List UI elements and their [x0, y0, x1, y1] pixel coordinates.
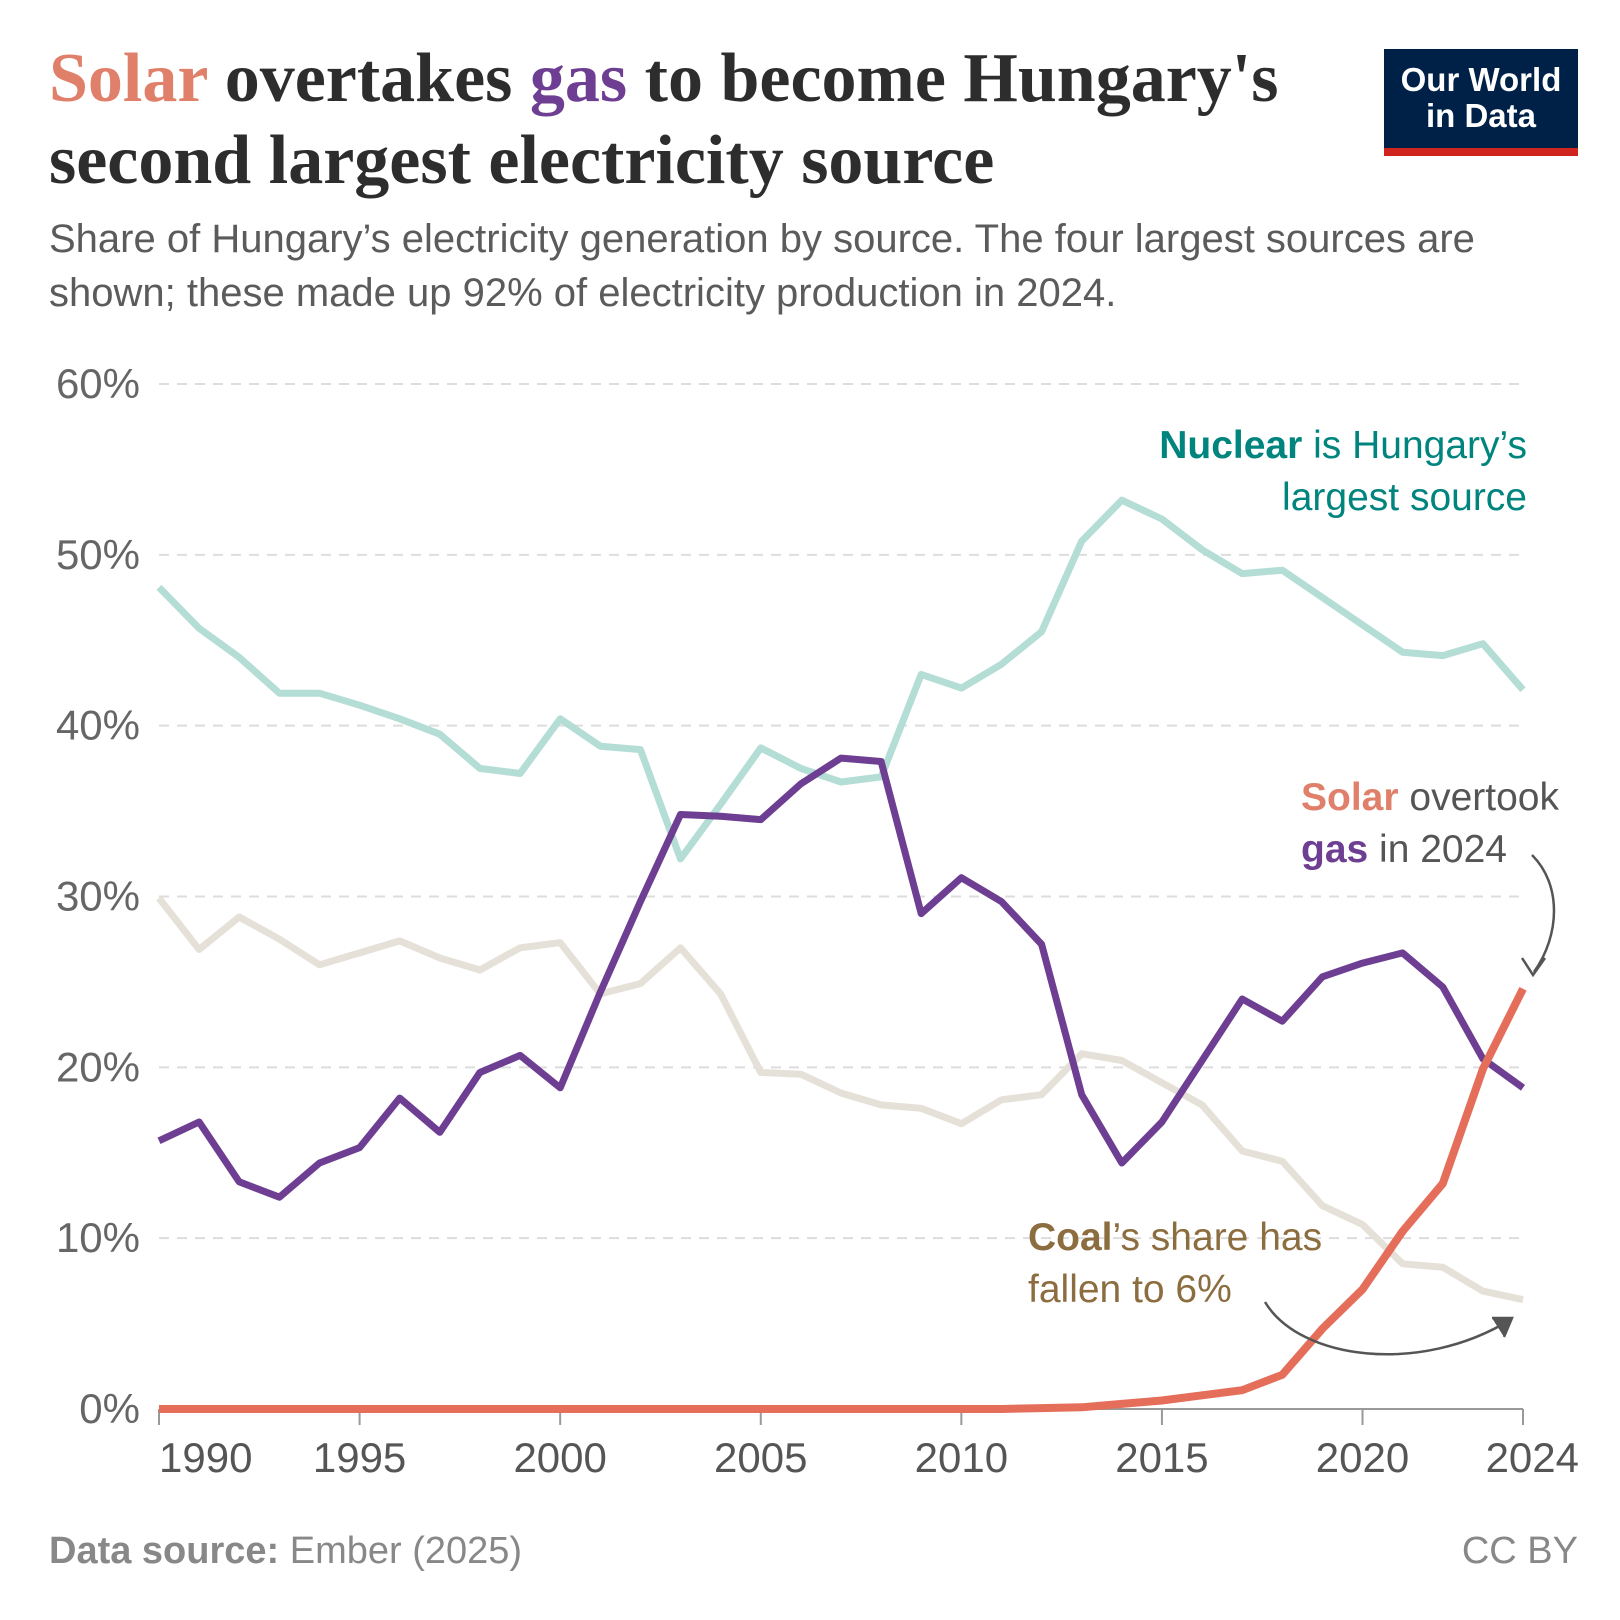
y-tick-label: 0% [79, 1385, 140, 1432]
solar-arrowhead-icon [1520, 957, 1547, 978]
solar-ann-text: overtook [1398, 776, 1559, 819]
coal-annotation-arrow [1263, 1301, 1511, 1356]
x-tick-label: 2000 [513, 1434, 606, 1481]
nuclear-ann-text2: largest source [1282, 476, 1527, 519]
y-tick-label: 20% [56, 1043, 140, 1090]
solar-line [159, 987, 1527, 1413]
solar-annotation-arrow [1531, 854, 1556, 973]
y-tick-label: 40% [56, 702, 140, 749]
y-tick-label: 30% [56, 873, 140, 920]
gas-line [157, 754, 1526, 1201]
source-value[interactable]: Ember (2025) [279, 1530, 523, 1572]
chart-title: Solar overtakes gas to become Hungary's … [49, 38, 1349, 202]
coal-ann-text2: fallen to 6% [1028, 1268, 1232, 1311]
title-text: overtakes [207, 40, 530, 117]
y-tick-label: 60% [56, 360, 140, 407]
x-tick-label: 2010 [915, 1434, 1008, 1481]
coal-ann-text: ’s share has [1112, 1216, 1323, 1259]
x-tick-label: 2024 [1486, 1434, 1579, 1481]
coal-line [156, 896, 1524, 1304]
title-gas: gas [529, 40, 628, 117]
nuclear-ann-text: is Hungary’s [1302, 424, 1527, 467]
y-tick-label: 50% [56, 531, 140, 578]
source-label: Data source: [49, 1530, 280, 1572]
solar-annotation: Solar overtook gas in 2024 [1301, 772, 1559, 876]
x-tick-label: 2005 [714, 1434, 807, 1481]
y-tick-label: 10% [56, 1214, 140, 1261]
owid-logo[interactable]: Our World in Data [1384, 49, 1578, 156]
data-source: Data source: Ember (2025) [49, 1530, 522, 1573]
license[interactable]: CC BY [1461, 1530, 1578, 1572]
solar-ann-text2: in 2024 [1368, 828, 1507, 871]
nuclear-label: Nuclear [1159, 424, 1303, 467]
chart-subtitle: Share of Hungary’s electricity generatio… [49, 217, 1475, 315]
gas-label: gas [1301, 828, 1369, 871]
x-tick-label: 1995 [313, 1434, 406, 1481]
logo-line1: Our World [1400, 61, 1562, 98]
logo-line2: in Data [1425, 97, 1537, 134]
title-solar: Solar [49, 40, 208, 117]
coal-label: Coal [1028, 1216, 1113, 1259]
coal-annotation: Coal’s share has fallen to 6% [1028, 1212, 1322, 1316]
nuclear-line [156, 496, 1526, 863]
title-text-rest: to become Hungary's second largest elect… [49, 40, 1279, 199]
solar-label: Solar [1301, 776, 1399, 819]
x-tick-label: 2020 [1316, 1434, 1409, 1481]
x-tick-label: 1990 [159, 1434, 252, 1481]
nuclear-annotation: Nuclear is Hungary’s largest source [1159, 420, 1527, 524]
x-tick-label: 2015 [1115, 1434, 1208, 1481]
coal-arrowhead-icon [1492, 1316, 1514, 1338]
